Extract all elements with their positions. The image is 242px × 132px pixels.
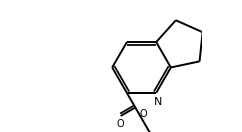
Text: N: N (153, 96, 162, 107)
Text: O: O (117, 119, 124, 129)
Text: O: O (140, 109, 148, 119)
